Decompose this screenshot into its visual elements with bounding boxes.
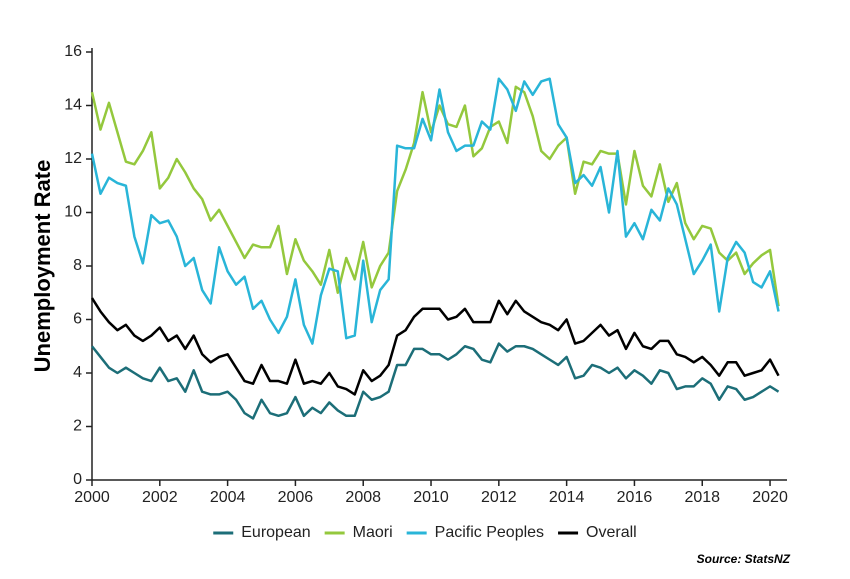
x-tick-label: 2018 — [684, 489, 720, 506]
x-tick-label: 2012 — [481, 489, 517, 506]
y-tick-label: 8 — [73, 257, 82, 274]
y-tick-label: 4 — [73, 364, 82, 381]
source: Source: StatsNZ — [697, 552, 791, 566]
y-axis-label: Unemployment Rate — [30, 160, 55, 373]
legend-label: European — [241, 524, 310, 541]
x-tick-label: 2008 — [345, 489, 381, 506]
y-tick-label: 14 — [64, 97, 82, 114]
x-tick-label: 2000 — [74, 489, 110, 506]
y-tick-label: 16 — [64, 43, 82, 60]
x-tick-label: 2002 — [142, 489, 178, 506]
line — [91, 342, 780, 420]
y-tick-label: 10 — [64, 204, 82, 221]
y-tick-label: 2 — [73, 418, 82, 435]
x-tick-label: 2020 — [752, 489, 788, 506]
x-tick-label: 2014 — [549, 489, 585, 506]
line — [90, 297, 780, 396]
y-tick-label: 6 — [73, 311, 82, 328]
line — [90, 77, 780, 345]
legend-label: Pacific Peoples — [435, 524, 544, 541]
legend-label: Overall — [586, 524, 637, 541]
y-tick-label: 12 — [64, 150, 82, 167]
x-tick-label: 2004 — [210, 489, 246, 506]
x-tick-label: 2010 — [413, 489, 449, 506]
legend-label: Maori — [353, 524, 393, 541]
x-tick-label: 2016 — [617, 489, 653, 506]
x-tick-label: 2006 — [278, 489, 314, 506]
y-tick-label: 0 — [73, 471, 82, 488]
